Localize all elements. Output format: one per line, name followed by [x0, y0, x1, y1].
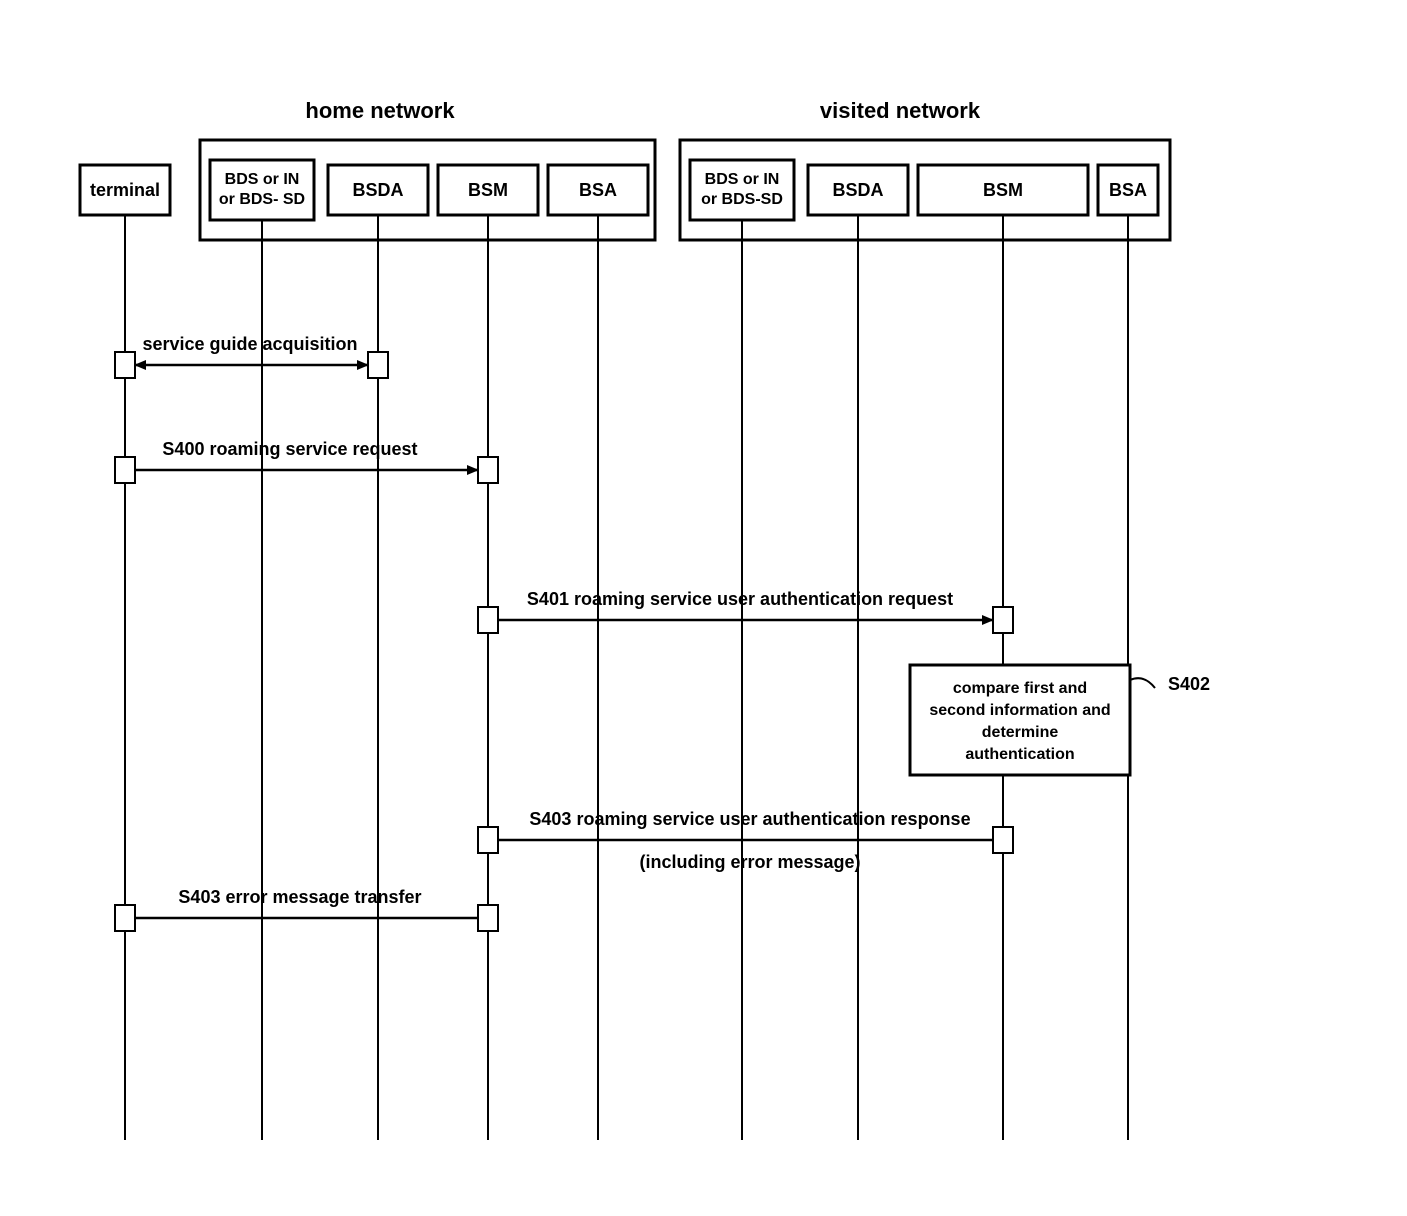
participant-h_bds — [210, 160, 314, 220]
message-sublabel-s403a: (including error message) — [639, 852, 860, 872]
svg-text:BSA: BSA — [1109, 180, 1147, 200]
message-label-s400: S400 roaming service request — [162, 439, 417, 459]
svg-text:BDS or IN: BDS or IN — [705, 171, 780, 188]
svg-text:BSM: BSM — [468, 180, 508, 200]
note-label-s402: S402 — [1168, 674, 1210, 694]
svg-text:second information and: second information and — [929, 702, 1110, 719]
message-label-s401: S401 roaming service user authentication… — [527, 589, 953, 609]
group-title-visited: visited network — [820, 98, 981, 123]
svg-text:BSDA: BSDA — [832, 180, 883, 200]
svg-text:BSA: BSA — [579, 180, 617, 200]
svg-text:or BDS-SD: or BDS-SD — [701, 191, 783, 208]
group-title-home: home network — [305, 98, 455, 123]
svg-text:BDS or IN: BDS or IN — [225, 171, 300, 188]
svg-text:compare first and: compare first and — [953, 680, 1087, 697]
svg-text:BSM: BSM — [983, 180, 1023, 200]
message-label-sg: service guide acquisition — [142, 334, 357, 354]
message-label-s403b: S403 error message transfer — [178, 887, 421, 907]
message-label-s403a: S403 roaming service user authentication… — [529, 809, 970, 829]
svg-text:authentication: authentication — [965, 746, 1074, 763]
svg-text:determine: determine — [982, 724, 1059, 741]
participant-v_bds — [690, 160, 794, 220]
svg-text:BSDA: BSDA — [352, 180, 403, 200]
svg-text:or BDS- SD: or BDS- SD — [219, 191, 305, 208]
svg-text:terminal: terminal — [90, 180, 160, 200]
